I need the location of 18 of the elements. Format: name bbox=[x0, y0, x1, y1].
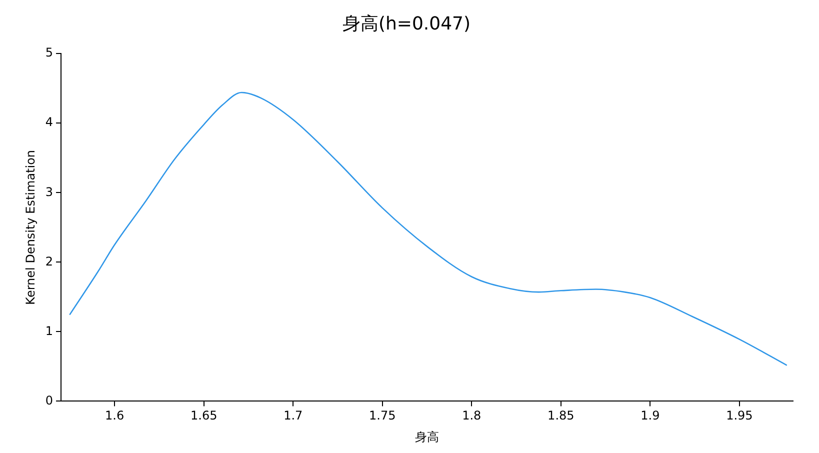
y-tick-label: 1 bbox=[45, 324, 54, 338]
x-tick-label: 1.65 bbox=[190, 408, 218, 423]
x-tick-label: 1.95 bbox=[726, 408, 753, 423]
x-tick-label: 1.75 bbox=[369, 408, 396, 423]
y-axis-title: Kernel Density Estimation bbox=[23, 150, 38, 305]
chart-title: 身高(h=0.047) bbox=[342, 13, 471, 34]
y-tick-label: 3 bbox=[45, 184, 54, 199]
y-tick-label: 2 bbox=[45, 254, 54, 268]
x-tick-label: 1.8 bbox=[462, 408, 482, 423]
x-tick-label: 1.9 bbox=[640, 408, 660, 423]
y-tick-label: 4 bbox=[45, 115, 54, 130]
x-axis-title: 身高 bbox=[415, 430, 440, 444]
y-tick-label: 0 bbox=[45, 393, 54, 408]
x-tick-label: 1.7 bbox=[284, 408, 303, 423]
x-tick-label: 1.85 bbox=[548, 408, 574, 423]
line-series bbox=[69, 92, 788, 366]
y-tick-label: 5 bbox=[45, 46, 54, 60]
x-tick-label: 1.6 bbox=[105, 408, 124, 423]
